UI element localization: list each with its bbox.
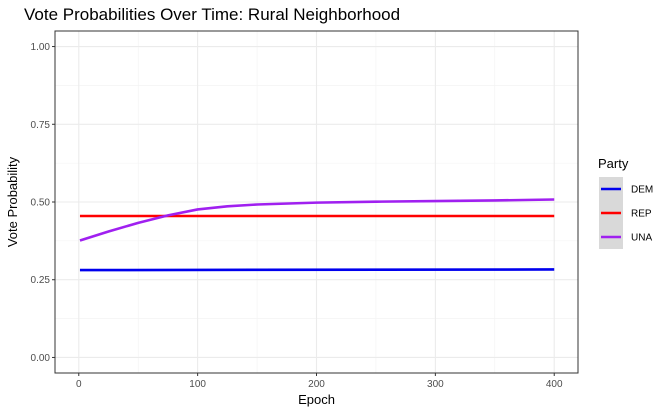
y-axis-title: Vote Probability [5,156,20,247]
legend-label-rep: REP [631,209,652,220]
x-tick-label: 0 [76,379,82,390]
y-tick-label: 0.50 [31,198,51,209]
x-tick-label: 400 [546,379,563,390]
axes: 0 100 200 300 400 0.00 0.25 0.50 0.75 1.00 [31,42,563,390]
legend-label-dem: DEM [631,185,653,196]
series-lines [79,198,555,272]
grid-lines [55,31,578,373]
x-tick-label: 300 [427,379,444,390]
series-line-una [79,198,555,242]
legend-title: Party [598,156,629,171]
y-tick-label: 0.75 [31,120,51,131]
y-tick-label: 1.00 [31,42,51,53]
legend-label-una: UNA [631,233,652,244]
legend: Party DEM REP UNA [598,156,653,249]
y-tick-label: 0.25 [31,275,51,286]
x-tick-label: 100 [189,379,206,390]
x-axis-title: Epoch [298,392,335,407]
series-line-dem [79,268,555,272]
y-tick-label: 0.00 [31,353,51,364]
chart-title: Vote Probabilities Over Time: Rural Neig… [24,5,400,24]
plot-panel-border [54,30,579,374]
x-tick-label: 200 [308,379,325,390]
